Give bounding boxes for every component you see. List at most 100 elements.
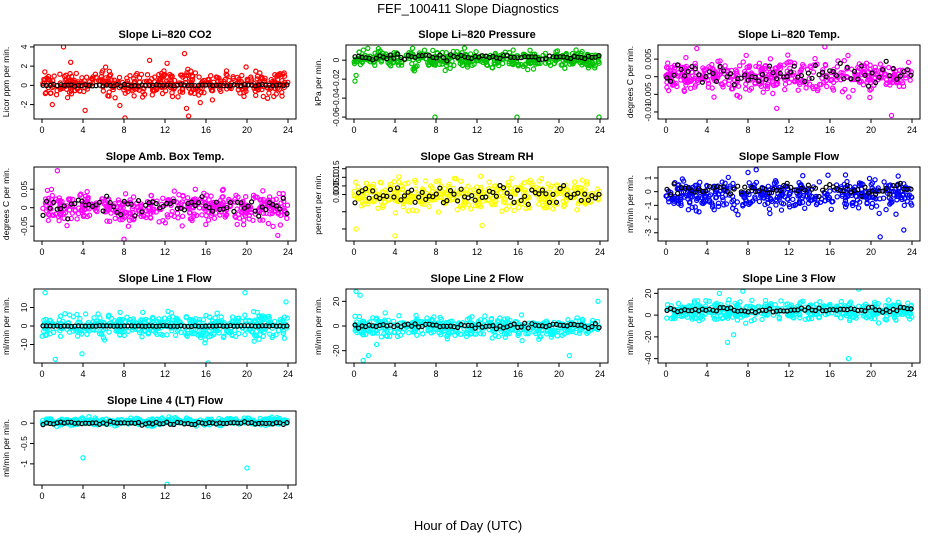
observation-point <box>803 85 809 91</box>
median-point <box>812 307 819 314</box>
median-point <box>802 307 808 313</box>
observation-point <box>99 196 106 202</box>
observation-point <box>184 69 190 76</box>
observation-point <box>260 217 266 223</box>
median-point <box>259 204 265 210</box>
observation-point <box>81 212 87 218</box>
observation-point <box>60 318 66 325</box>
median-point <box>596 191 602 197</box>
outlier-point <box>242 290 248 296</box>
x-tick-label: 4 <box>392 369 397 379</box>
x-tick-label: 12 <box>160 369 170 379</box>
observation-point <box>471 331 477 337</box>
observation-point <box>565 317 571 323</box>
median-point <box>72 201 78 207</box>
observation-point <box>715 200 722 206</box>
median-point <box>564 192 570 198</box>
median-point <box>728 191 734 197</box>
panel-3: Slope Li–820 Temp.degrees C per min.0 4 8 1… <box>625 29 921 135</box>
observation-point <box>138 328 145 334</box>
y-tick-label: -3 <box>643 229 653 237</box>
observation-point <box>499 208 505 214</box>
observation-point <box>459 50 465 56</box>
observation-point <box>786 201 792 208</box>
x-tick-label: 4 <box>80 369 85 379</box>
outlier-point <box>122 115 128 119</box>
observation-point <box>206 76 212 83</box>
observation-point <box>823 62 829 69</box>
observation-point <box>437 61 443 68</box>
outlier-point <box>566 352 573 359</box>
observation-point <box>426 62 432 68</box>
observation-point <box>240 209 246 216</box>
median-point <box>553 199 560 205</box>
median-point <box>812 185 819 191</box>
median-point <box>100 208 106 214</box>
x-tick-label: 20 <box>554 247 564 257</box>
observation-point <box>61 73 68 80</box>
observation-point <box>746 180 752 186</box>
median-point <box>578 197 584 203</box>
observation-point <box>75 210 82 217</box>
observation-point <box>222 214 228 220</box>
observation-point <box>274 73 280 79</box>
observation-point <box>47 212 53 218</box>
x-tick-label: 12 <box>784 369 794 379</box>
observation-point <box>765 200 771 206</box>
median-point <box>476 188 482 194</box>
observation-point <box>145 318 151 324</box>
observation-point <box>179 89 186 95</box>
observation-point <box>399 183 405 189</box>
x-tick-label: 0 <box>663 125 668 135</box>
observation-point <box>872 177 878 183</box>
observation-point <box>873 67 880 74</box>
observation-point <box>191 211 198 217</box>
observation-point <box>715 58 721 65</box>
observation-point <box>220 334 227 340</box>
observation-point <box>574 315 580 321</box>
observation-point <box>855 205 862 211</box>
median-point <box>837 60 843 67</box>
observation-point <box>812 196 818 202</box>
observation-point <box>397 332 404 338</box>
observation-point <box>127 72 133 79</box>
observation-point <box>428 326 434 333</box>
observation-point <box>712 188 719 195</box>
observation-point <box>495 333 502 340</box>
observation-point <box>570 61 576 67</box>
outlier-point <box>716 290 723 297</box>
observation-point <box>776 184 783 191</box>
observation-point <box>39 333 45 339</box>
median-point <box>908 306 914 312</box>
observation-point <box>252 92 259 99</box>
observation-point <box>901 202 908 209</box>
observation-point <box>849 200 855 206</box>
observation-point <box>219 194 225 200</box>
x-tick-label: 24 <box>283 247 293 257</box>
observation-point <box>100 88 107 94</box>
observation-point <box>663 64 670 71</box>
observation-point <box>527 47 533 54</box>
observation-point <box>887 79 893 85</box>
observation-point <box>737 63 743 69</box>
y-tick-label: 0.15 <box>331 160 341 177</box>
observation-point <box>558 62 565 68</box>
outlier-point <box>514 114 520 119</box>
x-tick-label: 24 <box>283 369 293 379</box>
observation-point <box>429 188 435 194</box>
observation-point <box>773 179 779 185</box>
median-point <box>437 185 443 191</box>
observation-point <box>727 183 733 189</box>
median-point <box>416 194 422 200</box>
median-point <box>539 187 546 193</box>
observation-point <box>904 308 911 315</box>
observation-point <box>748 318 755 324</box>
observation-point <box>774 198 780 204</box>
observation-point <box>213 326 220 332</box>
median-point <box>444 58 450 64</box>
observation-point <box>112 95 118 101</box>
y-tick-label: 1 <box>643 175 653 180</box>
observation-point <box>791 202 797 209</box>
